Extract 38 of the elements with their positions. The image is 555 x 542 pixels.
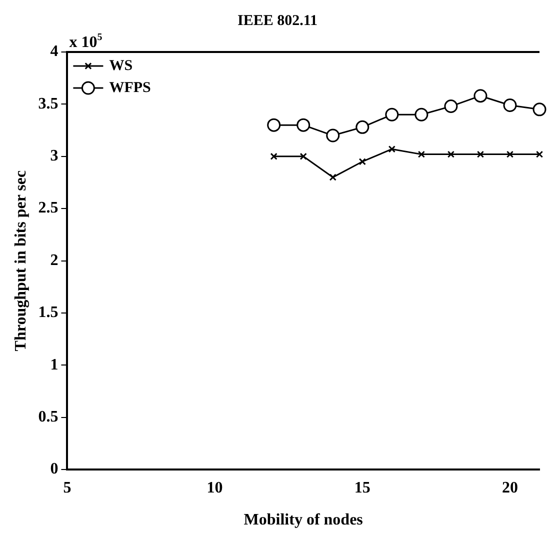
point	[474, 89, 488, 103]
point	[418, 150, 426, 158]
y-tick-label: 3	[50, 148, 58, 165]
point	[296, 118, 310, 132]
legend-label: WS	[109, 58, 133, 74]
point	[270, 152, 278, 160]
point	[506, 150, 514, 158]
x-tick-label: 10	[206, 479, 223, 496]
y-tick-label: 1	[50, 356, 58, 374]
point	[536, 150, 544, 158]
y-tick-label: 4	[50, 43, 58, 60]
legend-label: WFPS	[109, 80, 151, 96]
x-tick-label: 20	[502, 479, 518, 496]
x-tick-label: 5	[63, 479, 72, 496]
point	[300, 152, 307, 160]
point	[358, 158, 366, 166]
point	[388, 146, 396, 153]
chart-title: IEEE 802.11	[237, 12, 318, 29]
point	[414, 108, 428, 122]
y-tick-label: 0.5	[38, 408, 58, 426]
y-axis-title: Throughput in bits per sec	[12, 170, 30, 352]
point	[503, 98, 517, 112]
x-tick-label: 15	[354, 479, 370, 496]
point	[385, 108, 399, 122]
point	[329, 174, 336, 181]
point	[447, 150, 455, 158]
y-tick-label: 0	[50, 460, 58, 478]
point	[476, 150, 484, 158]
point	[356, 120, 370, 134]
y-tick-label: 3.5	[38, 95, 58, 112]
point	[267, 118, 281, 132]
point	[444, 100, 458, 114]
x-axis-title: Mobility of nodes	[244, 512, 363, 529]
y-tick-label: 2.5	[38, 200, 58, 217]
point	[326, 128, 340, 142]
y-tick-label: 2	[50, 252, 58, 269]
y-tick-label: 1.5	[38, 304, 58, 322]
point	[532, 102, 546, 116]
